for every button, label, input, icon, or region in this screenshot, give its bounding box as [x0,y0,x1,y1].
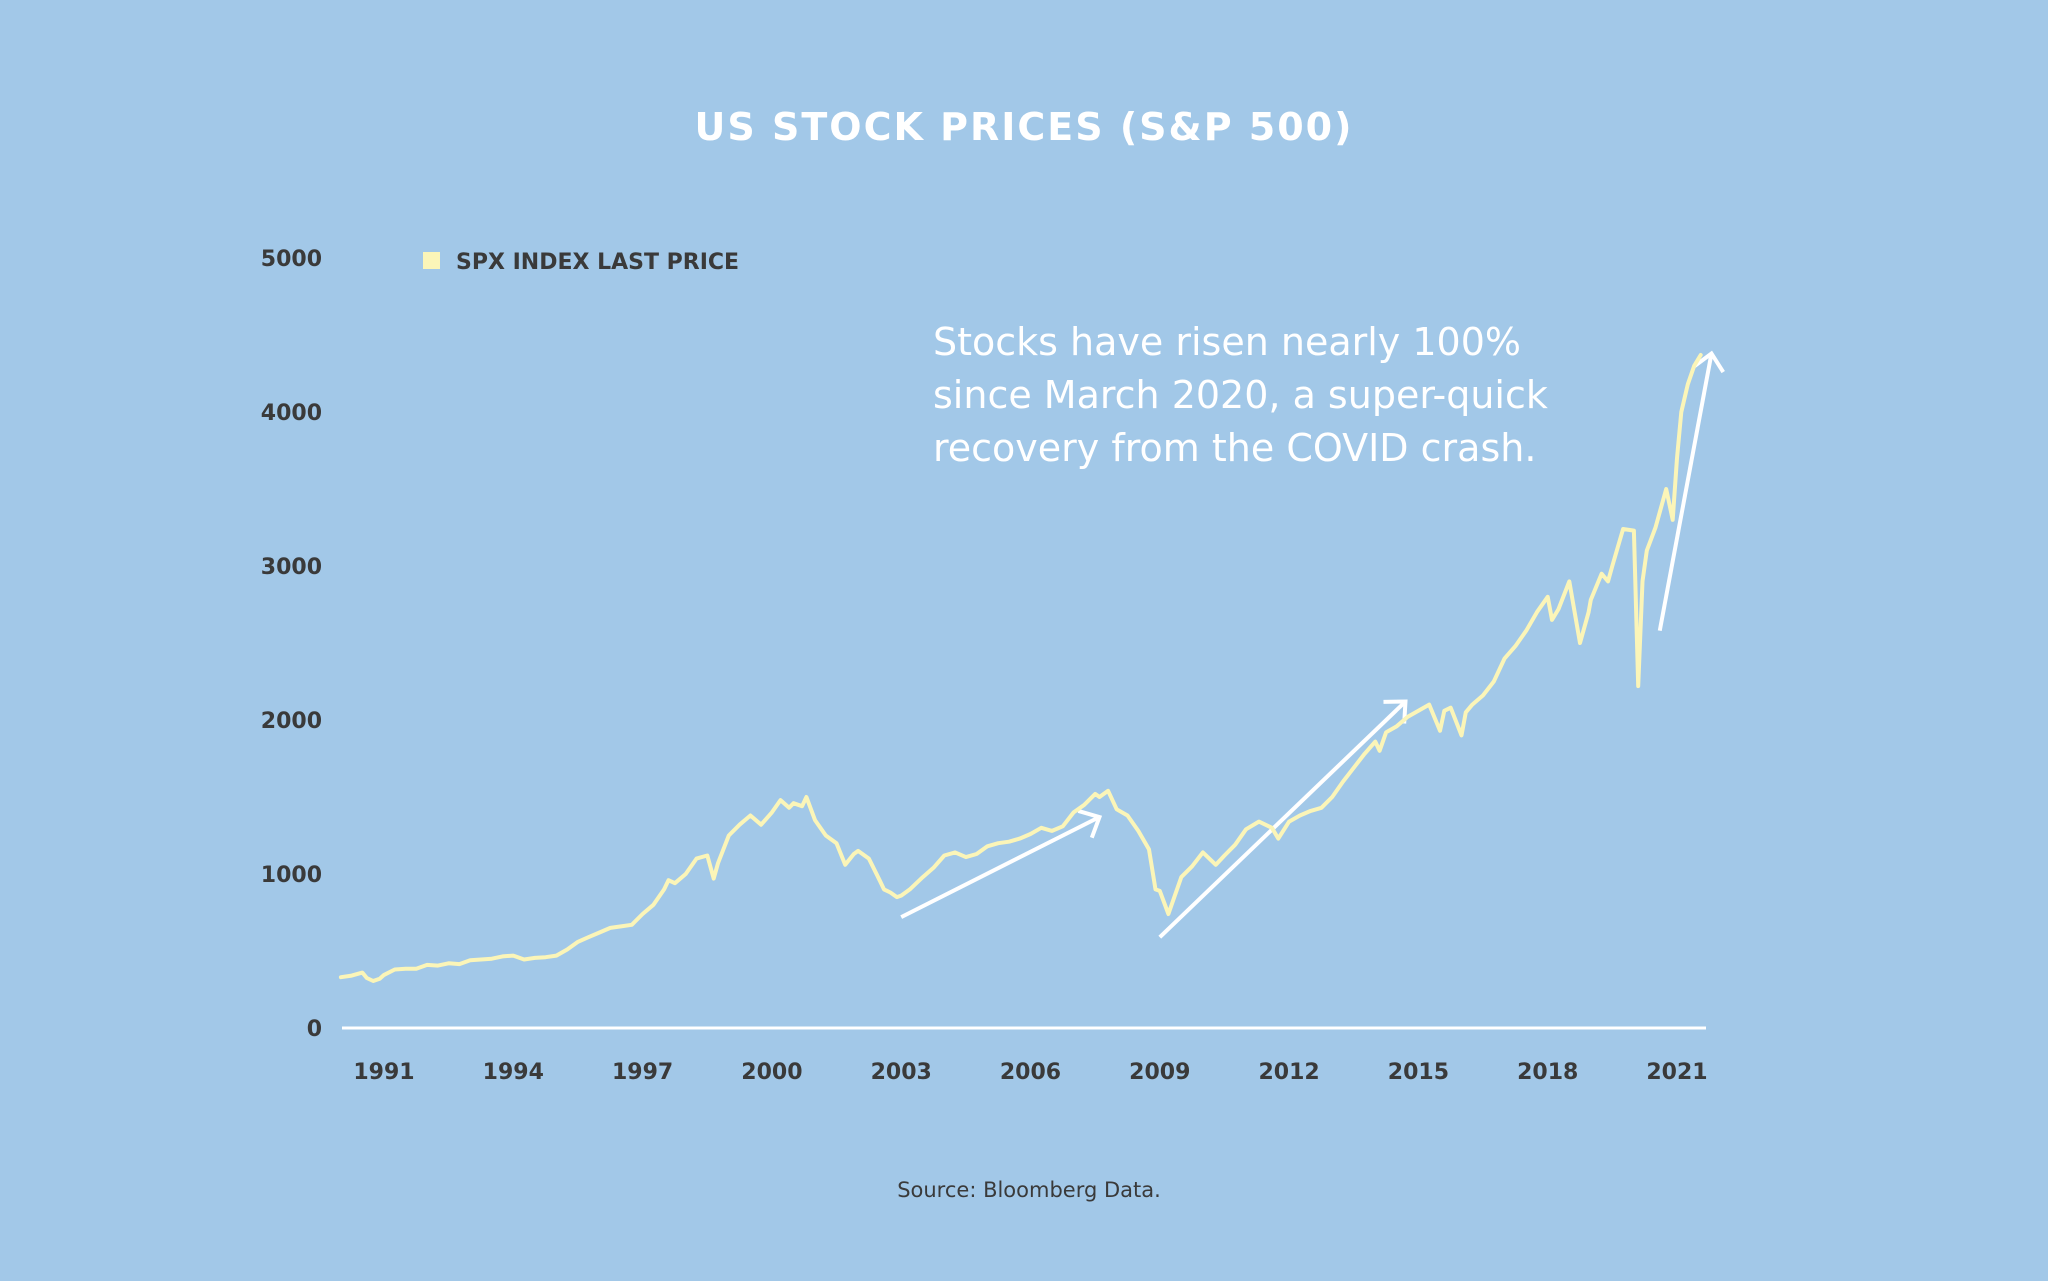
x-tick-label: 2018 [1517,1060,1578,1085]
x-tick-label: 1997 [612,1060,673,1085]
arrow-shaft [1657,353,1714,632]
annotation-line-1: Stocks have risen nearly 100% [933,320,1521,364]
legend-swatch [423,252,440,269]
x-tick-label: 2012 [1258,1060,1319,1085]
x-tick-label: 2021 [1646,1060,1707,1085]
series-line-spx [338,353,1703,983]
legend: SPX INDEX LAST PRICE [423,250,739,275]
x-tick-label: 2009 [1129,1060,1190,1085]
annotation-text: Stocks have risen nearly 100% since Marc… [933,320,1548,470]
annotation-line-3: recovery from the COVID crash. [933,426,1536,470]
x-axis: 1991 1994 1997 2000 2003 2006 2009 2012 2015 2018… [353,1060,1707,1085]
source-note: Source: Bloomberg Data. [897,1178,1161,1202]
arrow-head [1383,699,1408,724]
x-tick-label: 1991 [353,1060,414,1085]
annotation-line-2: since March 2020, a super-quick [933,373,1548,417]
y-tick-label: 5000 [261,247,322,272]
x-tick-label: 2006 [1000,1060,1061,1085]
arrow-head [1692,350,1725,374]
arrow-head [1077,809,1103,839]
y-tick-label: 4000 [261,401,322,426]
annotation-arrows [900,350,1725,939]
x-tick-label: 1994 [483,1060,544,1085]
legend-label: SPX INDEX LAST PRICE [456,250,739,275]
y-tick-label: 3000 [261,555,322,580]
annotation-arrow [1158,699,1408,939]
arrow-shaft [900,815,1101,919]
annotation-arrow [900,809,1103,919]
chart-title: US STOCK PRICES (S&P 500) [695,105,1354,149]
y-axis: 0 1000 2000 3000 4000 5000 [261,247,322,1042]
y-tick-label: 2000 [261,709,322,734]
x-tick-label: 2003 [871,1060,932,1085]
annotation-arrow [1657,350,1725,632]
x-tick-label: 2000 [741,1060,802,1085]
arrow-shaft [1158,700,1407,939]
x-tick-label: 2015 [1388,1060,1449,1085]
y-tick-label: 0 [307,1017,322,1042]
y-tick-label: 1000 [261,863,322,888]
